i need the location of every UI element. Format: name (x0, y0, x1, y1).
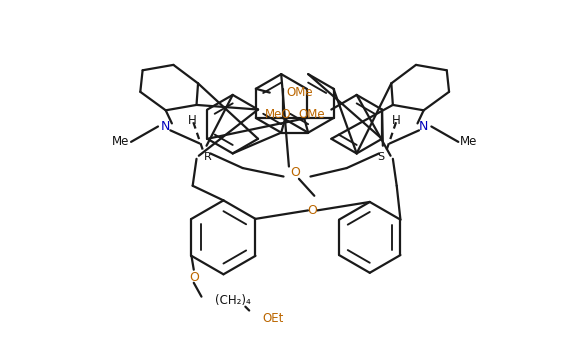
Text: H: H (392, 114, 401, 127)
Text: O: O (308, 204, 317, 217)
Text: OMe: OMe (287, 86, 313, 99)
Text: (CH₂)₄: (CH₂)₄ (214, 294, 250, 307)
Text: N: N (419, 120, 428, 133)
Text: Me: Me (112, 135, 130, 148)
Text: O: O (189, 271, 199, 284)
Text: MeO: MeO (264, 108, 291, 121)
Text: O: O (290, 166, 300, 179)
Text: S: S (378, 152, 385, 162)
Text: Me: Me (459, 135, 477, 148)
Text: N: N (161, 120, 170, 133)
Text: OMe: OMe (298, 108, 325, 121)
Text: OEt: OEt (262, 312, 283, 325)
Text: H: H (188, 114, 197, 127)
Text: R: R (204, 152, 212, 162)
